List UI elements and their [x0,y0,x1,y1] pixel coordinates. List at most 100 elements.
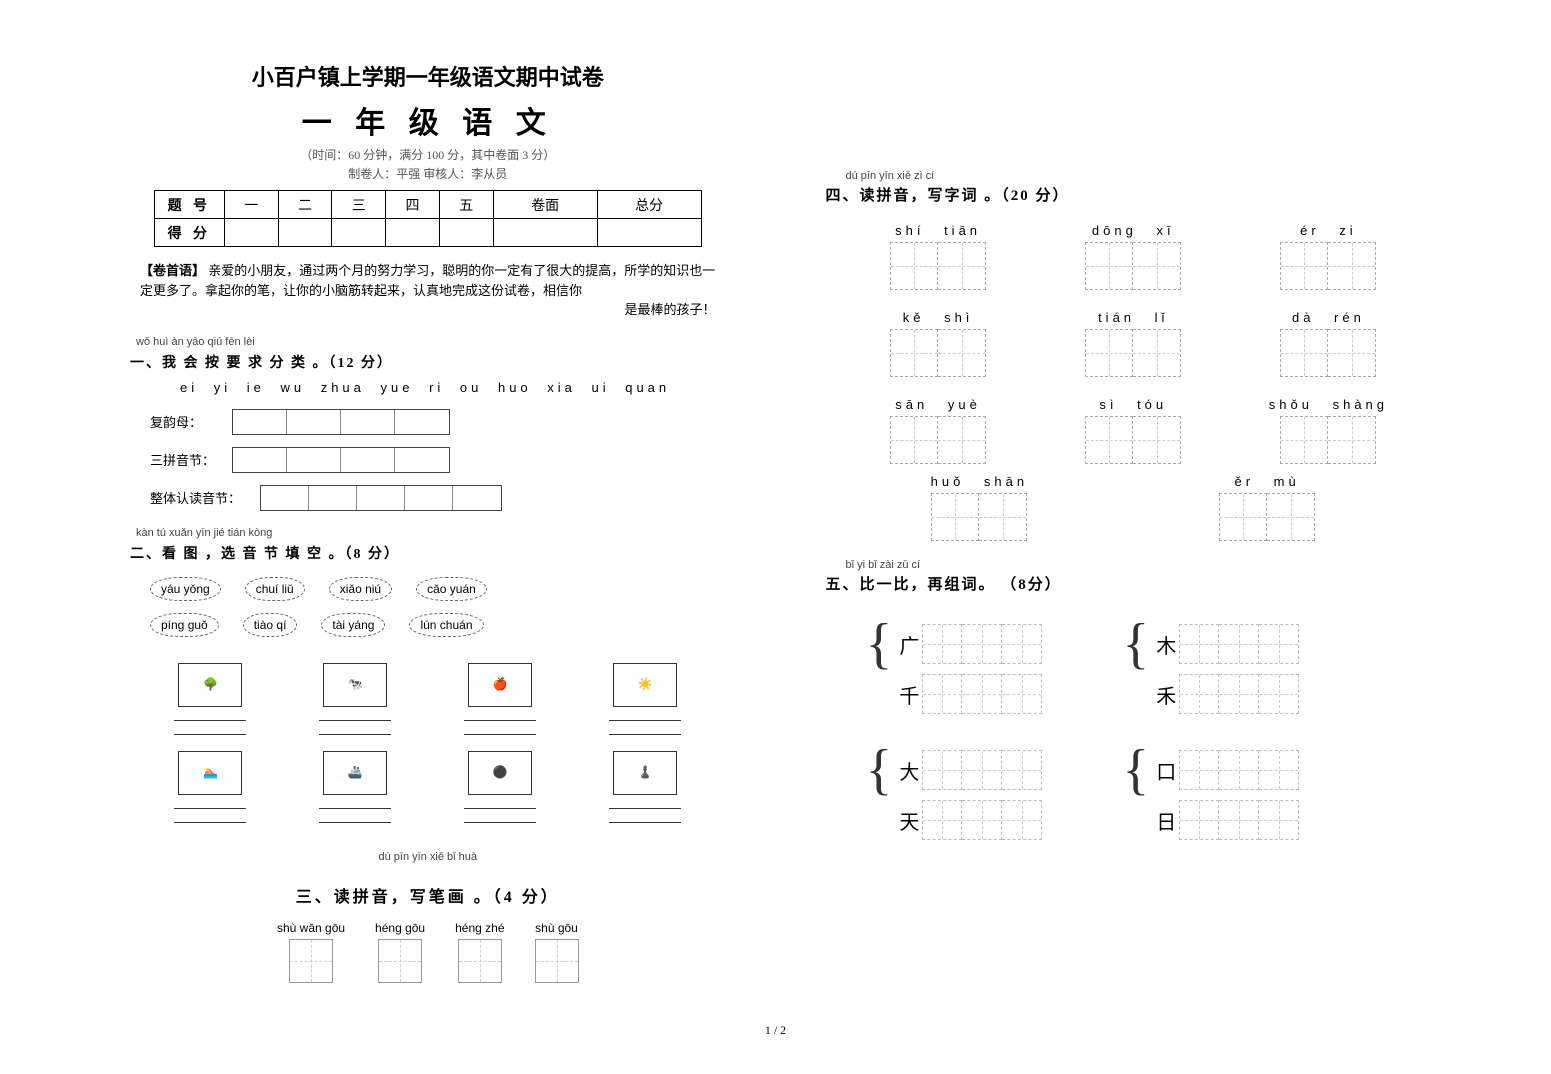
tianzi-box[interactable] [962,800,1002,840]
answer-box[interactable] [309,486,357,510]
score-cell[interactable] [439,219,493,247]
tianzi-box[interactable] [979,493,1027,541]
tianzi-box[interactable] [289,939,333,983]
tianzi-box[interactable] [1328,242,1376,290]
stroke-item: héng zhé [455,921,504,983]
tianzi-box[interactable] [1219,674,1259,714]
tianzi-box[interactable] [1133,416,1181,464]
answer-line[interactable] [609,711,681,721]
option-bubble[interactable]: píng guǒ [150,613,219,637]
answer-box[interactable] [405,486,453,510]
answer-box[interactable] [395,410,449,434]
tianzi-box[interactable] [1179,750,1219,790]
sec1-pinyin: wǒ huì àn yāo qiú fēn lèi [136,336,726,348]
answer-box[interactable] [233,448,287,472]
answer-box[interactable] [357,486,405,510]
tianzi-box[interactable] [890,242,938,290]
score-cell[interactable] [278,219,332,247]
answer-line[interactable] [464,813,536,823]
option-bubble[interactable]: lún chuán [409,613,483,637]
time-note: （时间：60 分钟，满分 100 分，其中卷面 3 分） [130,146,726,163]
answer-box[interactable] [453,486,501,510]
tianzi-box[interactable] [922,624,962,664]
answer-line[interactable] [464,799,536,809]
answer-box[interactable] [261,486,309,510]
answer-line[interactable] [174,813,246,823]
tianzi-box[interactable] [1133,329,1181,377]
tianzi-box[interactable] [1280,416,1328,464]
answer-line[interactable] [464,725,536,735]
tianzi-box[interactable] [1280,329,1328,377]
tianzi-box[interactable] [1219,800,1259,840]
answer-line[interactable] [609,813,681,823]
tianzi-box[interactable] [1179,674,1219,714]
tianzi-box[interactable] [1328,416,1376,464]
tianzi-box[interactable] [890,329,938,377]
tianzi-box[interactable] [938,242,986,290]
tianzi-box[interactable] [1219,750,1259,790]
tianzi-box[interactable] [1133,242,1181,290]
tianzi-box[interactable] [535,939,579,983]
answer-box[interactable] [287,410,341,434]
tianzi-box[interactable] [1085,242,1133,290]
tianzi-box[interactable] [938,416,986,464]
answer-line[interactable] [174,725,246,735]
answer-line[interactable] [609,799,681,809]
tianzi-box[interactable] [1219,624,1259,664]
answer-line[interactable] [174,711,246,721]
tianzi-box[interactable] [1328,329,1376,377]
tianzi-box[interactable] [378,939,422,983]
score-cell[interactable] [597,219,701,247]
compare-pair: { 大 { 天 [866,750,1043,840]
tianzi-box[interactable] [1002,674,1042,714]
answer-line[interactable] [174,799,246,809]
tianzi-box[interactable] [922,800,962,840]
tianzi-box[interactable] [1179,624,1219,664]
score-cell[interactable] [386,219,440,247]
option-bubble[interactable]: xiǎo niú [329,577,392,601]
table-row: 题 号 一 二 三 四 五 卷面 总分 [154,191,701,219]
tianzi-box[interactable] [962,674,1002,714]
tianzi-box[interactable] [962,624,1002,664]
tianzi-box[interactable] [890,416,938,464]
answer-line[interactable] [319,725,391,735]
answer-box[interactable] [395,448,449,472]
answer-box[interactable] [233,410,287,434]
score-cell[interactable] [224,219,278,247]
tianzi-box[interactable] [1002,624,1042,664]
option-bubble[interactable]: chuí liǔ [245,577,305,601]
score-cell[interactable] [332,219,386,247]
tianzi-box[interactable] [1219,493,1267,541]
tianzi-box[interactable] [1259,674,1299,714]
answer-box[interactable] [341,410,395,434]
option-bubble[interactable]: tài yáng [321,613,385,637]
tianzi-box[interactable] [922,674,962,714]
tianzi-box[interactable] [1259,750,1299,790]
tianzi-box[interactable] [1002,800,1042,840]
score-cell[interactable] [493,219,597,247]
tianzi-box[interactable] [922,750,962,790]
answer-box[interactable] [341,448,395,472]
answer-line[interactable] [319,813,391,823]
tianzi-box[interactable] [1085,329,1133,377]
tianzi-box[interactable] [1267,493,1315,541]
answer-box[interactable] [287,448,341,472]
picture-grid: 🌳 🐄 🍎 ☀️ 🏊 [150,663,706,823]
tianzi-box[interactable] [931,493,979,541]
tianzi-box[interactable] [1002,750,1042,790]
tianzi-box[interactable] [962,750,1002,790]
tianzi-box[interactable] [458,939,502,983]
tianzi-box[interactable] [1085,416,1133,464]
option-bubble[interactable]: cǎo yuán [416,577,487,601]
answer-line[interactable] [464,711,536,721]
tianzi-box[interactable] [1280,242,1328,290]
answer-line[interactable] [319,711,391,721]
tianzi-box[interactable] [1259,800,1299,840]
answer-line[interactable] [319,799,391,809]
tianzi-box[interactable] [938,329,986,377]
tianzi-box[interactable] [1179,800,1219,840]
answer-line[interactable] [609,725,681,735]
option-bubble[interactable]: yáu yǒng [150,577,221,601]
option-bubble[interactable]: tiào qí [243,613,298,637]
tianzi-box[interactable] [1259,624,1299,664]
